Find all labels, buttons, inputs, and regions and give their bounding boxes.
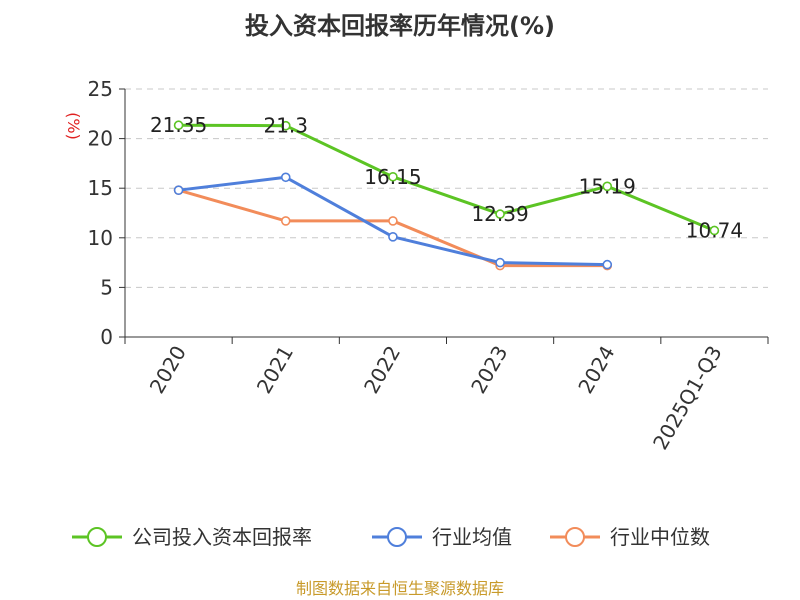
gridlines bbox=[125, 88, 768, 288]
y-tick-label: 20 bbox=[88, 127, 113, 151]
y-tick-label: 15 bbox=[88, 176, 113, 200]
series-0 bbox=[173, 120, 720, 236]
data-point bbox=[388, 232, 398, 242]
data-labels: 21.35 21.3 16.15 12.39 15.19 10.74 bbox=[150, 113, 743, 242]
data-point bbox=[602, 259, 613, 270]
series-line bbox=[178, 123, 715, 232]
data-label: 10.74 bbox=[686, 218, 743, 242]
x-tick-label: 2020 bbox=[145, 342, 191, 398]
legend[interactable]: 公司投入资本回报率 行业均值 行业中位数 bbox=[72, 525, 710, 549]
series-2 bbox=[173, 185, 613, 271]
x-tick-label: 2022 bbox=[359, 342, 405, 398]
data-point bbox=[388, 216, 398, 226]
data-label: 16.15 bbox=[364, 165, 421, 189]
data-label: 12.39 bbox=[471, 202, 528, 226]
data-point bbox=[173, 120, 184, 131]
legend-marker bbox=[565, 527, 585, 547]
x-tick-label: 2024 bbox=[573, 342, 619, 398]
y-axis-unit: (%) bbox=[64, 112, 83, 140]
data-point bbox=[280, 120, 291, 131]
series-layer bbox=[173, 120, 720, 271]
data-point bbox=[388, 171, 398, 182]
y-tick-label: 25 bbox=[88, 77, 113, 101]
series-1 bbox=[173, 172, 613, 270]
legend-label: 公司投入资本回报率 bbox=[132, 525, 312, 549]
legend-label: 行业中位数 bbox=[610, 525, 710, 549]
data-point bbox=[280, 172, 291, 183]
legend-marker bbox=[387, 527, 407, 547]
data-label: 15.19 bbox=[579, 174, 636, 198]
x-tick-label: 2021 bbox=[252, 342, 298, 398]
legend-item-2[interactable]: 行业中位数 bbox=[550, 525, 710, 549]
data-point bbox=[602, 181, 613, 192]
data-point bbox=[173, 185, 184, 195]
legend-marker bbox=[87, 527, 107, 547]
data-point bbox=[709, 225, 720, 236]
data-point bbox=[280, 216, 291, 226]
y-tick-label: 10 bbox=[88, 226, 113, 250]
x-tick-label: 2023 bbox=[466, 342, 512, 398]
chart-title: 投入资本回报率历年情况(%) bbox=[245, 12, 555, 40]
legend-item-0[interactable]: 公司投入资本回报率 bbox=[72, 525, 312, 549]
data-point bbox=[495, 257, 505, 268]
legend-label: 行业均值 bbox=[432, 525, 512, 549]
legend-item-1[interactable]: 行业均值 bbox=[372, 525, 512, 549]
data-label: 21.35 bbox=[150, 113, 207, 137]
y-tick-label: 5 bbox=[100, 275, 113, 299]
data-point bbox=[495, 209, 505, 219]
source-note: 制图数据来自恒生聚源数据库 bbox=[296, 579, 504, 598]
data-label: 21.3 bbox=[263, 114, 308, 138]
y-tick-label: 0 bbox=[100, 325, 113, 349]
x-tick-label: 2025Q1-Q3 bbox=[648, 342, 727, 454]
